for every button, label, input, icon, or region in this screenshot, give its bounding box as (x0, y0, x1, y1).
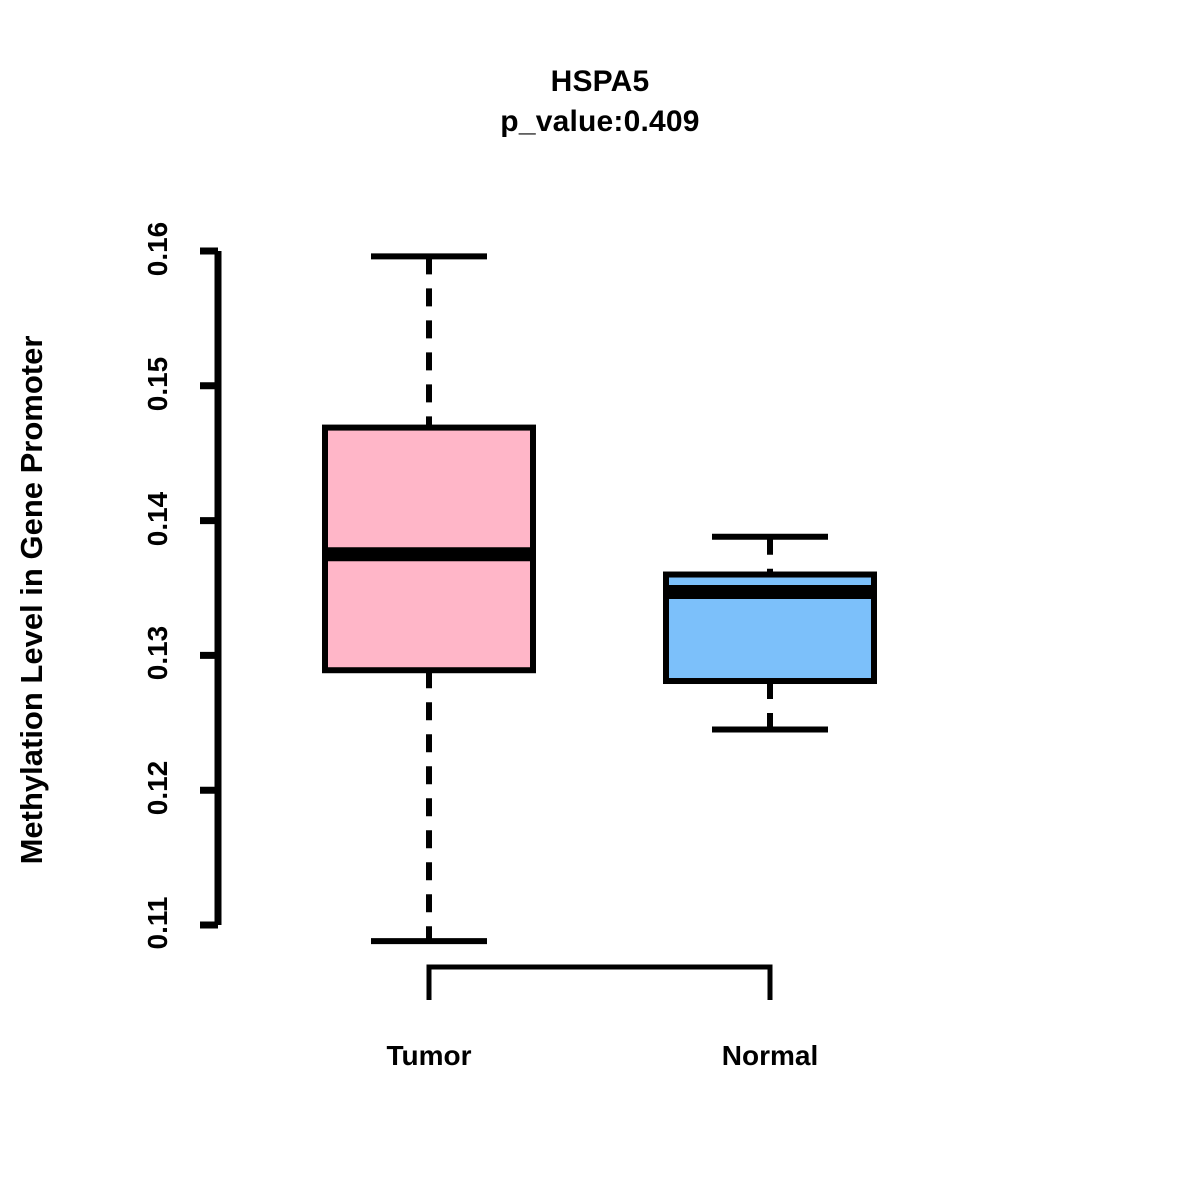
x-axis-bracket (426, 964, 773, 1000)
box-tumor (322, 253, 536, 945)
x-tick-label-tumor: Tumor (386, 1040, 472, 1071)
y-tick-label: 0.13 (142, 626, 173, 681)
box-normal (663, 533, 877, 733)
p-value-subtitle: p_value:0.409 (500, 104, 700, 138)
y-tick-label: 0.12 (142, 760, 173, 816)
y-tick-label: 0.14 (142, 491, 173, 546)
x-axis (426, 964, 773, 1000)
y-tick-label: 0.16 (142, 221, 173, 277)
y-tick-label: 0.15 (142, 356, 173, 412)
x-tick-label-normal: Normal (721, 1040, 819, 1071)
y-tick-label: 0.11 (142, 896, 173, 950)
box-series (322, 253, 877, 945)
y-axis (200, 247, 222, 929)
page-title: HSPA5 (550, 65, 650, 98)
figure-title-block: HSPA5 p_value:0.409 (0, 62, 1200, 141)
